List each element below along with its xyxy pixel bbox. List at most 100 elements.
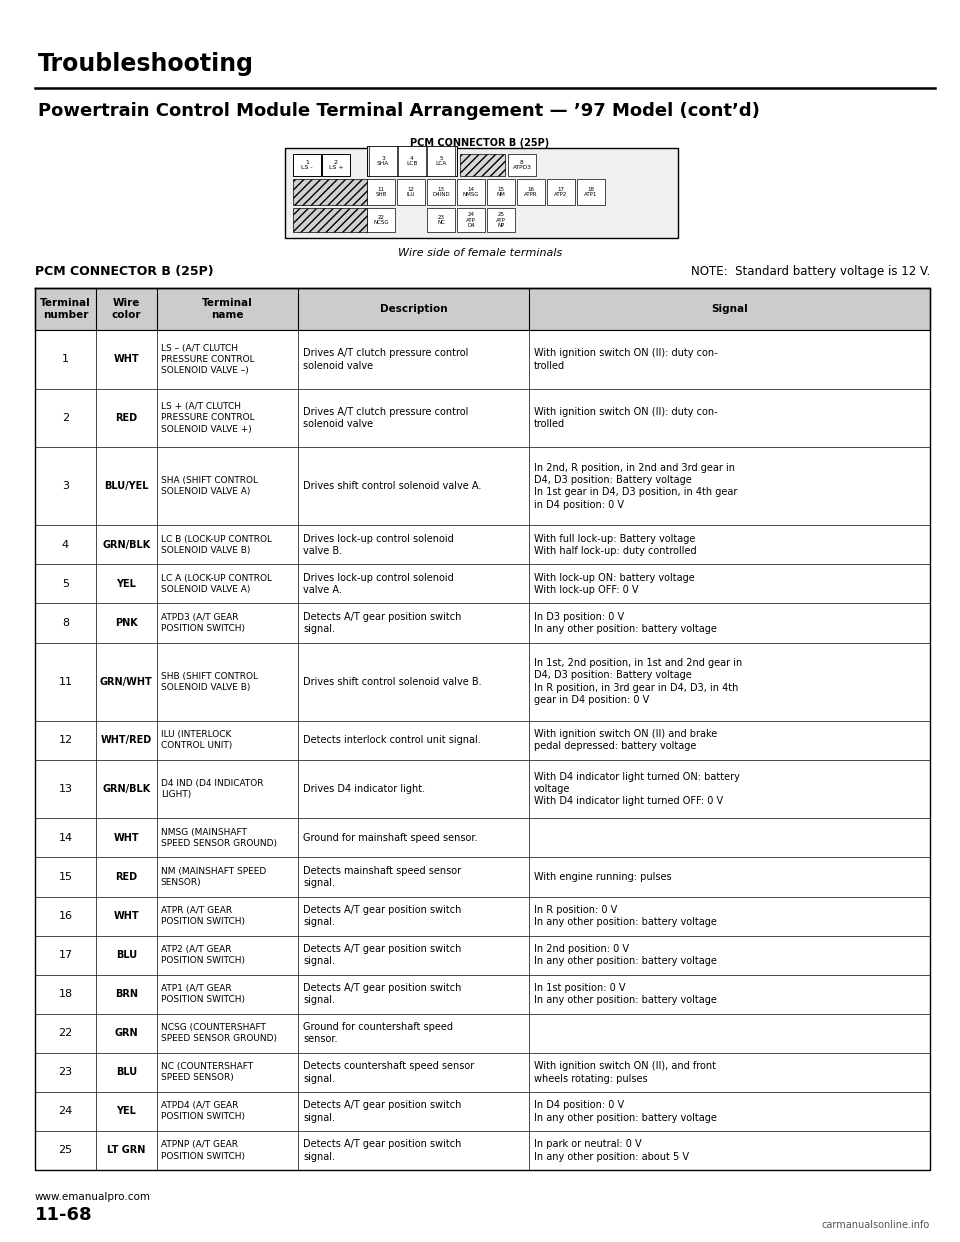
Text: 8: 8	[61, 619, 69, 628]
Text: 17
ATP2: 17 ATP2	[554, 186, 567, 197]
Bar	[35, 818, 930, 857]
Bar	[35, 447, 930, 525]
Text: Detects A/T gear position switch
signal.: Detects A/T gear position switch signal.	[303, 944, 462, 966]
Text: RED: RED	[115, 412, 137, 424]
Text: 12
ILU: 12 ILU	[407, 186, 415, 197]
Text: YEL: YEL	[116, 1107, 136, 1117]
Text: Powertrain Control Module Terminal Arrangement — ’97 Model (cont’d): Powertrain Control Module Terminal Arran…	[38, 102, 760, 120]
Text: Drives A/T clutch pressure control
solenoid valve: Drives A/T clutch pressure control solen…	[303, 348, 468, 370]
Text: In R position: 0 V
In any other position: battery voltage: In R position: 0 V In any other position…	[534, 905, 717, 928]
Text: GRN/WHT: GRN/WHT	[100, 677, 153, 687]
Text: 13: 13	[59, 784, 72, 794]
Text: NM (MAINSHAFT SPEED
SENSOR): NM (MAINSHAFT SPEED SENSOR)	[160, 867, 266, 887]
Text: In D4 position: 0 V
In any other position: battery voltage: In D4 position: 0 V In any other positio…	[534, 1100, 717, 1123]
Bar	[457, 207, 485, 232]
Bar	[35, 1131, 930, 1170]
Text: ATPD3 (A/T GEAR
POSITION SWITCH): ATPD3 (A/T GEAR POSITION SWITCH)	[160, 614, 245, 633]
Text: SHA (SHIFT CONTROL
SOLENOID VALVE A): SHA (SHIFT CONTROL SOLENOID VALVE A)	[160, 476, 257, 497]
Text: 17: 17	[59, 950, 73, 960]
Text: Drives shift control solenoid valve B.: Drives shift control solenoid valve B.	[303, 677, 482, 687]
Text: SHB (SHIFT CONTROL
SOLENOID VALVE B): SHB (SHIFT CONTROL SOLENOID VALVE B)	[160, 672, 257, 692]
Bar	[293, 179, 367, 205]
Text: In park or neutral: 0 V
In any other position: about 5 V: In park or neutral: 0 V In any other pos…	[534, 1139, 689, 1161]
Bar	[367, 207, 395, 232]
Text: 18
ATP1: 18 ATP1	[585, 186, 598, 197]
Text: 1: 1	[62, 354, 69, 364]
Text: 15
NM: 15 NM	[496, 186, 505, 197]
Bar	[35, 642, 930, 720]
Text: RED: RED	[115, 872, 137, 882]
Bar	[487, 179, 515, 205]
Text: 16
ATPR: 16 ATPR	[524, 186, 538, 197]
Bar	[35, 897, 930, 935]
Text: Terminal
name: Terminal name	[202, 298, 252, 319]
Text: 5: 5	[62, 579, 69, 589]
Bar	[367, 147, 457, 176]
Bar	[35, 564, 930, 604]
Text: LC A (LOCK-UP CONTROL
SOLENOID VALVE A): LC A (LOCK-UP CONTROL SOLENOID VALVE A)	[160, 574, 272, 594]
Text: WHT: WHT	[113, 833, 139, 843]
Text: 1
LS -: 1 LS -	[301, 160, 313, 170]
Bar	[577, 179, 605, 205]
Text: Drives A/T clutch pressure control
solenoid valve: Drives A/T clutch pressure control solen…	[303, 406, 468, 428]
Text: With ignition switch ON (II), and front
wheels rotating: pulses: With ignition switch ON (II), and front …	[534, 1061, 716, 1083]
Text: Detects A/T gear position switch
signal.: Detects A/T gear position switch signal.	[303, 612, 462, 635]
Text: BLU/YEL: BLU/YEL	[104, 482, 149, 492]
Text: ATP1 (A/T GEAR
POSITION SWITCH): ATP1 (A/T GEAR POSITION SWITCH)	[160, 984, 245, 1005]
Text: 14
NMSG: 14 NMSG	[463, 186, 479, 197]
Text: Detects interlock control unit signal.: Detects interlock control unit signal.	[303, 735, 481, 745]
Text: NC (COUNTERSHAFT
SPEED SENSOR): NC (COUNTERSHAFT SPEED SENSOR)	[160, 1062, 252, 1082]
Bar	[35, 935, 930, 975]
Bar	[35, 604, 930, 642]
Text: Ground for mainshaft speed sensor.: Ground for mainshaft speed sensor.	[303, 833, 478, 843]
Text: 11-68: 11-68	[35, 1206, 92, 1225]
Text: Detects countershaft speed sensor
signal.: Detects countershaft speed sensor signal…	[303, 1061, 474, 1083]
Bar	[369, 147, 397, 176]
Text: Detects A/T gear position switch
signal.: Detects A/T gear position switch signal.	[303, 905, 462, 928]
Text: 8
ATPD3: 8 ATPD3	[513, 160, 532, 170]
Text: 4
LCB: 4 LCB	[406, 155, 418, 166]
Text: BLU: BLU	[116, 1067, 137, 1077]
Text: PCM CONNECTOR B (25P): PCM CONNECTOR B (25P)	[35, 265, 214, 278]
Text: Drives lock-up control solenoid
valve B.: Drives lock-up control solenoid valve B.	[303, 534, 454, 556]
Text: Ground for countershaft speed
sensor.: Ground for countershaft speed sensor.	[303, 1022, 453, 1045]
Bar	[285, 148, 678, 238]
Text: GRN/BLK: GRN/BLK	[102, 784, 151, 794]
Text: www.emanualpro.com: www.emanualpro.com	[35, 1192, 151, 1202]
Text: BLU: BLU	[116, 950, 137, 960]
Text: 2: 2	[61, 412, 69, 424]
Text: 12: 12	[59, 735, 73, 745]
Bar	[35, 1013, 930, 1053]
Bar	[35, 330, 930, 389]
Text: D4 IND (D4 INDICATOR
LIGHT): D4 IND (D4 INDICATOR LIGHT)	[160, 779, 263, 799]
Text: 24
ATP
D4: 24 ATP D4	[466, 211, 476, 229]
Text: 3: 3	[62, 482, 69, 492]
Bar	[397, 179, 425, 205]
Bar	[35, 975, 930, 1013]
Text: LS – (A/T CLUTCH
PRESSURE CONTROL
SOLENOID VALVE –): LS – (A/T CLUTCH PRESSURE CONTROL SOLENO…	[160, 344, 254, 375]
Text: With ignition switch ON (II): duty con-
trolled: With ignition switch ON (II): duty con- …	[534, 406, 718, 428]
Text: Detects A/T gear position switch
signal.: Detects A/T gear position switch signal.	[303, 982, 462, 1005]
Text: 4: 4	[61, 540, 69, 550]
Text: 25: 25	[59, 1145, 73, 1155]
Text: NCSG (COUNTERSHAFT
SPEED SENSOR GROUND): NCSG (COUNTERSHAFT SPEED SENSOR GROUND)	[160, 1023, 276, 1043]
Bar	[35, 720, 930, 760]
Text: Drives D4 indicator light.: Drives D4 indicator light.	[303, 784, 425, 794]
Text: 16: 16	[59, 912, 72, 922]
Text: ATPNP (A/T GEAR
POSITION SWITCH): ATPNP (A/T GEAR POSITION SWITCH)	[160, 1140, 245, 1160]
Text: In 2nd position: 0 V
In any other position: battery voltage: In 2nd position: 0 V In any other positi…	[534, 944, 717, 966]
Bar	[508, 154, 536, 176]
Text: 22
NCSG: 22 NCSG	[373, 215, 389, 225]
Text: WHT/RED: WHT/RED	[101, 735, 152, 745]
Text: With full lock-up: Battery voltage
With half lock-up: duty controlled: With full lock-up: Battery voltage With …	[534, 534, 697, 556]
Text: In 2nd, R position, in 2nd and 3rd gear in
D4, D3 position: Battery voltage
In 1: In 2nd, R position, in 2nd and 3rd gear …	[534, 463, 737, 510]
Text: LS + (A/T CLUTCH
PRESSURE CONTROL
SOLENOID VALVE +): LS + (A/T CLUTCH PRESSURE CONTROL SOLENO…	[160, 402, 254, 433]
Text: Wire side of female terminals: Wire side of female terminals	[397, 248, 563, 258]
Text: Troubleshooting: Troubleshooting	[38, 52, 254, 76]
Bar	[547, 179, 575, 205]
Text: Terminal
number: Terminal number	[40, 298, 91, 319]
Text: 3
SHA: 3 SHA	[377, 155, 389, 166]
Text: Detects mainshaft speed sensor
signal.: Detects mainshaft speed sensor signal.	[303, 866, 461, 888]
Text: GRN/BLK: GRN/BLK	[102, 540, 151, 550]
Text: LT GRN: LT GRN	[108, 1145, 146, 1155]
